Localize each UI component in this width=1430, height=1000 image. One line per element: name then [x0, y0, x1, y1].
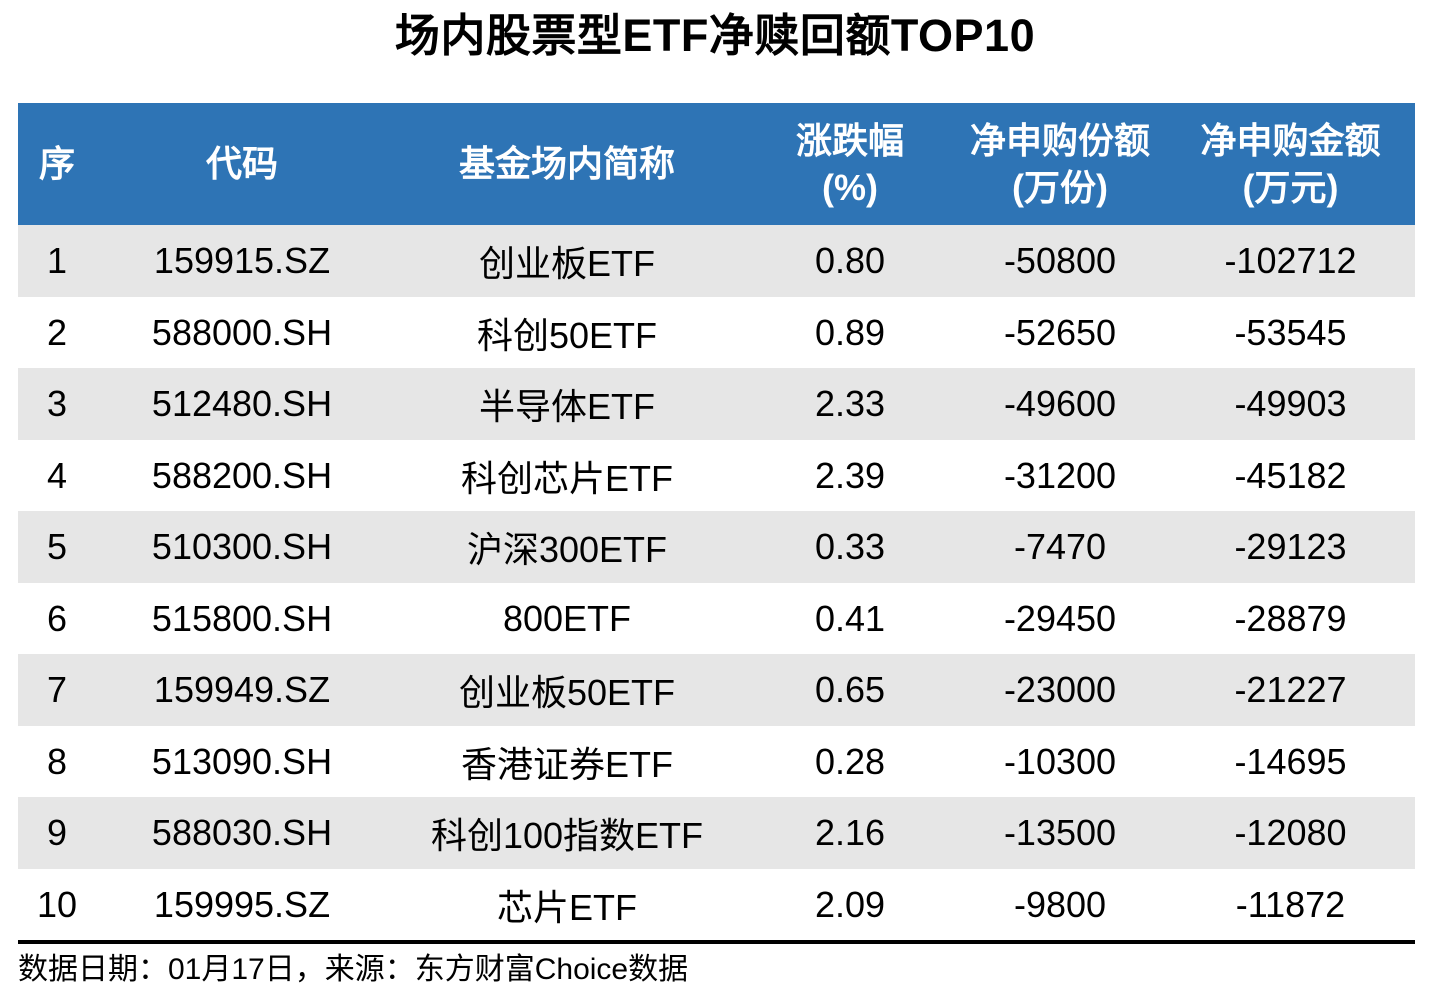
table-row: 5 510300.SH 沪深300ETF 0.33 -7470 -29123: [18, 511, 1415, 583]
col-header-net-shares: 净申购份额 (万份): [954, 103, 1166, 226]
col-header-net-shares-label: 净申购份额: [969, 119, 1150, 161]
cell-name: 创业板50ETF: [388, 654, 746, 726]
cell-rank: 1: [18, 225, 96, 297]
cell-code: 588200.SH: [151, 454, 333, 496]
cell-net-amount: -21227: [1166, 654, 1415, 726]
cell-net-amount: -49903: [1166, 368, 1415, 440]
cell-net-shares: -7470: [954, 511, 1166, 583]
col-header-change-unit: (%): [822, 167, 878, 209]
cell-net-shares: -29450: [1003, 597, 1117, 639]
table-row: 6 515800.SH 800ETF 0.41 -29450 -28879: [18, 583, 1415, 655]
col-header-net-amount-label: 净申购金额: [1200, 119, 1381, 161]
table-row: 8 513090.SH 香港证券ETF 0.28 -10300 -14695: [18, 726, 1415, 798]
table-body: 1 159915.SZ 创业板ETF 0.80 -50800 -102712 2…: [18, 225, 1415, 940]
cell-change: 0.28: [814, 740, 886, 782]
cell-net-shares: -9800: [1013, 883, 1107, 925]
table-row: 7 159949.SZ 创业板50ETF 0.65 -23000 -21227: [18, 654, 1415, 726]
cell-code: 512480.SH: [96, 368, 388, 440]
cell-code: 159915.SZ: [96, 225, 388, 297]
table-row: 10 159995.SZ 芯片ETF 2.09 -9800 -11872: [18, 869, 1415, 941]
cell-name: 科创芯片ETF: [461, 457, 673, 499]
cell-net-amount: -11872: [1235, 883, 1346, 925]
cell-net-amount: -28879: [1234, 597, 1347, 639]
page-title: 场内股票型ETF净赎回额TOP10: [394, 10, 1036, 61]
cell-net-shares: -13500: [954, 797, 1166, 869]
cell-change: 0.80: [746, 225, 954, 297]
cell-code: 510300.SH: [96, 511, 388, 583]
cell-change: 0.41: [814, 597, 886, 639]
cell-rank: 10: [36, 883, 78, 925]
cell-net-shares: -50800: [954, 225, 1166, 297]
cell-rank: 2: [46, 311, 68, 353]
cell-code: 159995.SZ: [153, 883, 331, 925]
col-header-name: 基金场内简称: [388, 103, 746, 226]
cell-rank: 8: [46, 740, 68, 782]
cell-change: 2.16: [746, 797, 954, 869]
cell-net-shares: -31200: [1003, 454, 1117, 496]
cell-code: 159949.SZ: [96, 654, 388, 726]
cell-net-amount: -14695: [1234, 740, 1347, 782]
cell-change: 0.89: [814, 311, 886, 353]
cell-rank: 9: [18, 797, 96, 869]
cell-name: 半导体ETF: [388, 368, 746, 440]
cell-code: 588000.SH: [151, 311, 333, 353]
col-header-rank: 序: [18, 103, 96, 226]
data-source-note: 数据日期：01月17日，来源：东方财富Choice数据: [18, 953, 689, 987]
cell-code: 515800.SH: [151, 597, 333, 639]
col-header-net-amount: 净申购金额 (万元): [1166, 103, 1415, 226]
col-header-change: 涨跌幅 (%): [746, 103, 954, 226]
cell-change: 2.09: [814, 883, 886, 925]
header-row: 序 代码 基金场内简称 涨跌幅 (%) 净申购份额 (万份) 净申购金额 (万元…: [18, 103, 1415, 226]
table-header: 序 代码 基金场内简称 涨跌幅 (%) 净申购份额 (万份) 净申购金额 (万元…: [18, 103, 1415, 226]
cell-net-shares: -49600: [954, 368, 1166, 440]
cell-change: 2.39: [814, 454, 886, 496]
cell-name: 沪深300ETF: [388, 511, 746, 583]
cell-code: 513090.SH: [151, 740, 333, 782]
cell-rank: 6: [46, 597, 68, 639]
cell-net-amount: -45182: [1234, 454, 1347, 496]
cell-name: 科创50ETF: [476, 314, 658, 356]
col-header-rank-label: 序: [38, 143, 75, 185]
cell-rank: 4: [46, 454, 68, 496]
cell-change: 0.65: [746, 654, 954, 726]
cell-rank: 5: [18, 511, 96, 583]
col-header-change-label: 涨跌幅: [795, 119, 904, 161]
cell-name: 800ETF: [502, 597, 632, 639]
cell-net-amount: -102712: [1166, 225, 1415, 297]
cell-rank: 3: [18, 368, 96, 440]
cell-rank: 7: [18, 654, 96, 726]
cell-code: 588030.SH: [96, 797, 388, 869]
cell-net-shares: -23000: [954, 654, 1166, 726]
col-header-net-shares-unit: (万份): [1012, 167, 1108, 209]
cell-net-amount: -53545: [1234, 311, 1347, 353]
cell-name: 创业板ETF: [388, 225, 746, 297]
col-header-name-label: 基金场内简称: [458, 143, 675, 185]
table-bottom-rule: [18, 940, 1415, 945]
cell-net-shares: -10300: [1003, 740, 1117, 782]
etf-table: 序 代码 基金场内简称 涨跌幅 (%) 净申购份额 (万份) 净申购金额 (万元…: [18, 103, 1415, 940]
cell-name: 科创100指数ETF: [388, 797, 746, 869]
cell-net-shares: -52650: [1003, 311, 1117, 353]
table-row: 1 159915.SZ 创业板ETF 0.80 -50800 -102712: [18, 225, 1415, 297]
col-header-code-label: 代码: [205, 143, 278, 185]
table-row: 2 588000.SH 科创50ETF 0.89 -52650 -53545: [18, 297, 1415, 369]
cell-change: 0.33: [746, 511, 954, 583]
cell-name: 芯片ETF: [497, 886, 637, 928]
cell-name: 香港证券ETF: [461, 743, 673, 785]
cell-net-amount: -12080: [1166, 797, 1415, 869]
table-row: 9 588030.SH 科创100指数ETF 2.16 -13500 -1208…: [18, 797, 1415, 869]
table-row: 3 512480.SH 半导体ETF 2.33 -49600 -49903: [18, 368, 1415, 440]
cell-change: 2.33: [746, 368, 954, 440]
table-row: 4 588200.SH 科创芯片ETF 2.39 -31200 -45182: [18, 440, 1415, 512]
cell-net-amount: -29123: [1166, 511, 1415, 583]
col-header-net-amount-unit: (万元): [1242, 167, 1339, 209]
col-header-code: 代码: [96, 103, 388, 226]
